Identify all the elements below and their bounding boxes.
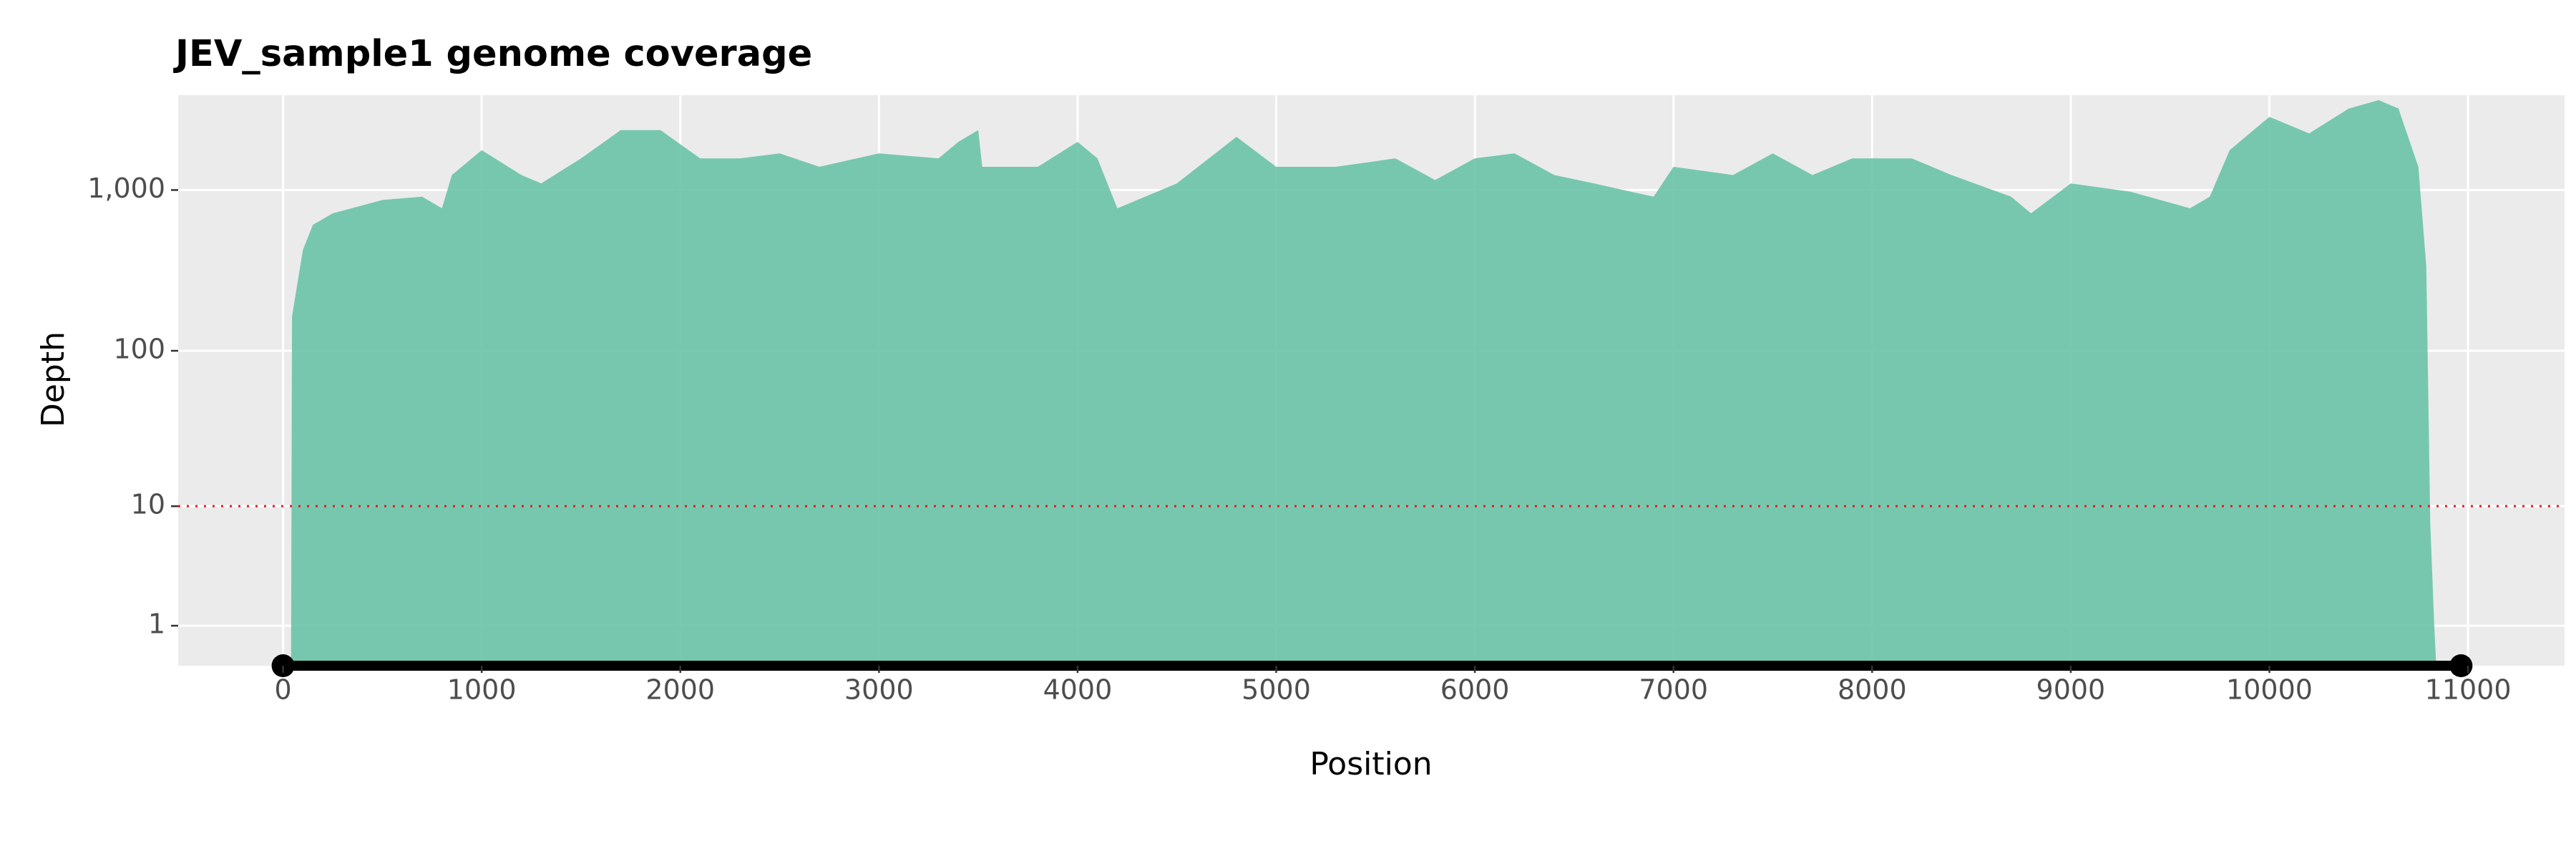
plot-layer (178, 100, 2565, 677)
y-tick-label: 10 (131, 489, 165, 520)
x-tick-label: 5000 (1241, 674, 1311, 706)
x-tick-label: 0 (274, 674, 291, 706)
y-axis-title: Depth (35, 331, 72, 427)
x-tick-label: 8000 (1838, 674, 1907, 706)
y-tick-label: 1 (148, 608, 165, 640)
x-tick-label: 11000 (2425, 674, 2512, 706)
x-tick-label: 7000 (1639, 674, 1708, 706)
x-tick-label: 1000 (447, 674, 517, 706)
axes: 0 1000 2000 3000 4000 5000 6000 7000 8000 9000 100… (87, 173, 2511, 706)
genome-span-end (2449, 654, 2473, 677)
chart-title: JEV_sample1 genome coverage (173, 33, 812, 75)
x-tick-label: 6000 (1440, 674, 1510, 706)
x-axis-title: Position (1309, 746, 1432, 782)
coverage-area (291, 100, 2436, 666)
x-tick-label: 4000 (1043, 674, 1113, 706)
x-tick-label: 2000 (645, 674, 715, 706)
y-tick-label: 100 (113, 334, 165, 365)
y-tick-label: 1,000 (87, 173, 165, 204)
x-tick-label: 10000 (2226, 674, 2313, 706)
x-tick-label: 3000 (844, 674, 914, 706)
x-tick-label: 9000 (2036, 674, 2106, 706)
